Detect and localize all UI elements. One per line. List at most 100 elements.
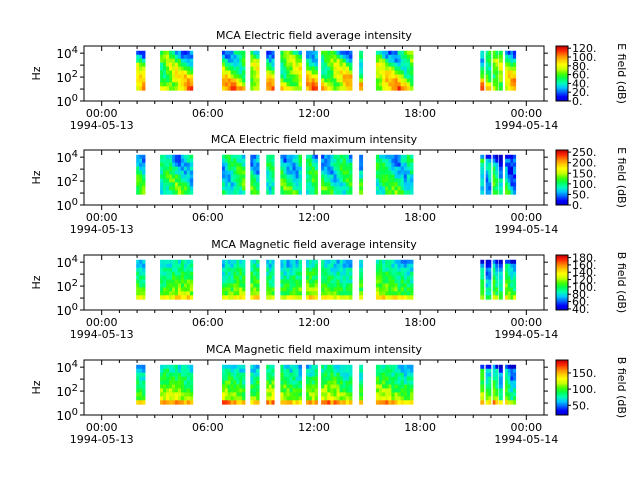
spectrogram-cell xyxy=(391,364,395,370)
spectrogram-cell xyxy=(327,58,331,64)
spectrogram-cell xyxy=(283,182,287,187)
spectrogram-cell xyxy=(498,380,503,385)
spectrogram-cell xyxy=(253,166,257,171)
spectrogram-cell xyxy=(397,54,402,60)
spectrogram-cell xyxy=(507,287,511,292)
spectrogram-cell xyxy=(480,66,485,71)
colorbar-segment xyxy=(556,304,568,307)
spectrogram-cell xyxy=(286,170,290,175)
spectrogram-cell xyxy=(348,376,353,381)
spectrogram-cell xyxy=(394,162,398,168)
spectrogram-cell xyxy=(306,259,310,265)
spectrogram-cell xyxy=(177,368,182,374)
spectrogram-cell xyxy=(242,259,246,265)
spectrogram-cell xyxy=(382,388,386,393)
spectrogram-cell xyxy=(239,174,243,179)
spectrogram-cell xyxy=(142,82,146,87)
spectrogram-cell xyxy=(495,182,499,187)
spectrogram-cell xyxy=(186,70,191,75)
spectrogram-cell xyxy=(510,364,514,370)
spectrogram-cell xyxy=(142,170,146,175)
colorbar-segment xyxy=(556,154,568,156)
spectrogram-cell xyxy=(239,86,243,91)
spectrogram-cell xyxy=(166,62,170,67)
spectrogram-cell xyxy=(403,158,408,164)
spectrogram-cell xyxy=(480,178,485,183)
spectrogram-cell xyxy=(253,279,257,284)
spectrogram-cell xyxy=(183,279,188,284)
spectrogram-cell xyxy=(236,380,240,385)
spectrogram-cell xyxy=(292,190,296,195)
spectrogram-cell xyxy=(339,287,344,292)
spectrogram-cell xyxy=(174,174,179,179)
spectrogram-cell xyxy=(333,259,337,265)
spectrogram-cell xyxy=(160,372,164,378)
spectrogram-cell xyxy=(513,388,517,393)
spectrogram-cell xyxy=(327,283,331,288)
spectrogram-cell xyxy=(224,380,229,385)
spectrogram-cell xyxy=(510,66,514,71)
spectrogram-cell xyxy=(136,82,140,87)
spectrogram-cell xyxy=(236,70,240,75)
spectrogram-cell xyxy=(336,364,341,370)
spectrogram-cell xyxy=(253,267,257,273)
spectrogram-cell xyxy=(283,271,287,276)
spectrogram-cell xyxy=(348,396,353,401)
spectrogram-cell xyxy=(189,158,194,164)
spectrogram-cell xyxy=(163,279,167,284)
spectrogram-cell xyxy=(397,376,402,381)
spectrogram-cell xyxy=(327,364,331,370)
spectrogram-cell xyxy=(311,66,316,71)
spectrogram-cell xyxy=(283,396,287,401)
spectrogram-cell xyxy=(385,388,389,393)
spectrogram-cell xyxy=(224,295,229,300)
spectrogram-cell xyxy=(268,158,272,164)
spectrogram-cell xyxy=(342,267,347,273)
spectrogram-cell xyxy=(283,392,287,397)
spectrogram-cell xyxy=(394,287,398,292)
spectrogram-cell xyxy=(253,62,257,67)
spectrogram-cell xyxy=(286,271,290,276)
spectrogram-cell xyxy=(388,392,392,397)
spectrogram-cell xyxy=(266,283,270,288)
spectrogram-cell xyxy=(400,364,405,370)
spectrogram-cell xyxy=(271,291,275,296)
spectrogram-cell xyxy=(250,279,254,284)
spectrogram-cell xyxy=(266,178,270,183)
spectrogram-cell xyxy=(480,380,485,385)
spectrogram-cell xyxy=(283,267,287,273)
colorbar-frame xyxy=(555,149,569,206)
spectrogram-cell xyxy=(507,82,511,87)
spectrogram xyxy=(136,259,517,300)
spectrogram-cell xyxy=(289,384,293,389)
colorbar-segment xyxy=(556,58,568,61)
spectrogram-cell xyxy=(171,154,176,160)
spectrogram-cell xyxy=(388,66,392,71)
spectrogram-cell xyxy=(171,267,176,273)
spectrogram-cell xyxy=(488,372,492,378)
spectrogram-cell xyxy=(286,78,290,83)
spectrogram-cell xyxy=(388,78,392,83)
spectrogram-cell xyxy=(375,295,380,300)
spectrogram-cell xyxy=(256,190,260,195)
spectrogram-cell xyxy=(256,54,260,60)
spectrogram-cell xyxy=(289,376,293,381)
spectrogram-cell xyxy=(233,178,237,183)
spectrogram-cell xyxy=(505,364,509,370)
spectrogram-cell xyxy=(189,54,194,60)
spectrogram-cell xyxy=(397,174,402,179)
spectrogram-cell xyxy=(495,74,499,79)
spectrogram-cell xyxy=(485,178,489,183)
spectrogram-cell xyxy=(222,283,226,288)
spectrogram-cell xyxy=(283,295,287,300)
spectrogram-cell xyxy=(480,166,485,171)
spectrogram-cell xyxy=(513,400,517,405)
y-tick-label: 104 xyxy=(56,149,78,165)
spectrogram-cell xyxy=(403,162,408,168)
spectrogram-cell xyxy=(311,174,316,179)
spectrogram-cell xyxy=(177,396,182,401)
spectrogram-cell xyxy=(298,388,303,393)
spectrogram-cell xyxy=(298,66,303,71)
spectrogram-cell xyxy=(271,190,275,195)
spectrogram-cell xyxy=(488,364,492,370)
